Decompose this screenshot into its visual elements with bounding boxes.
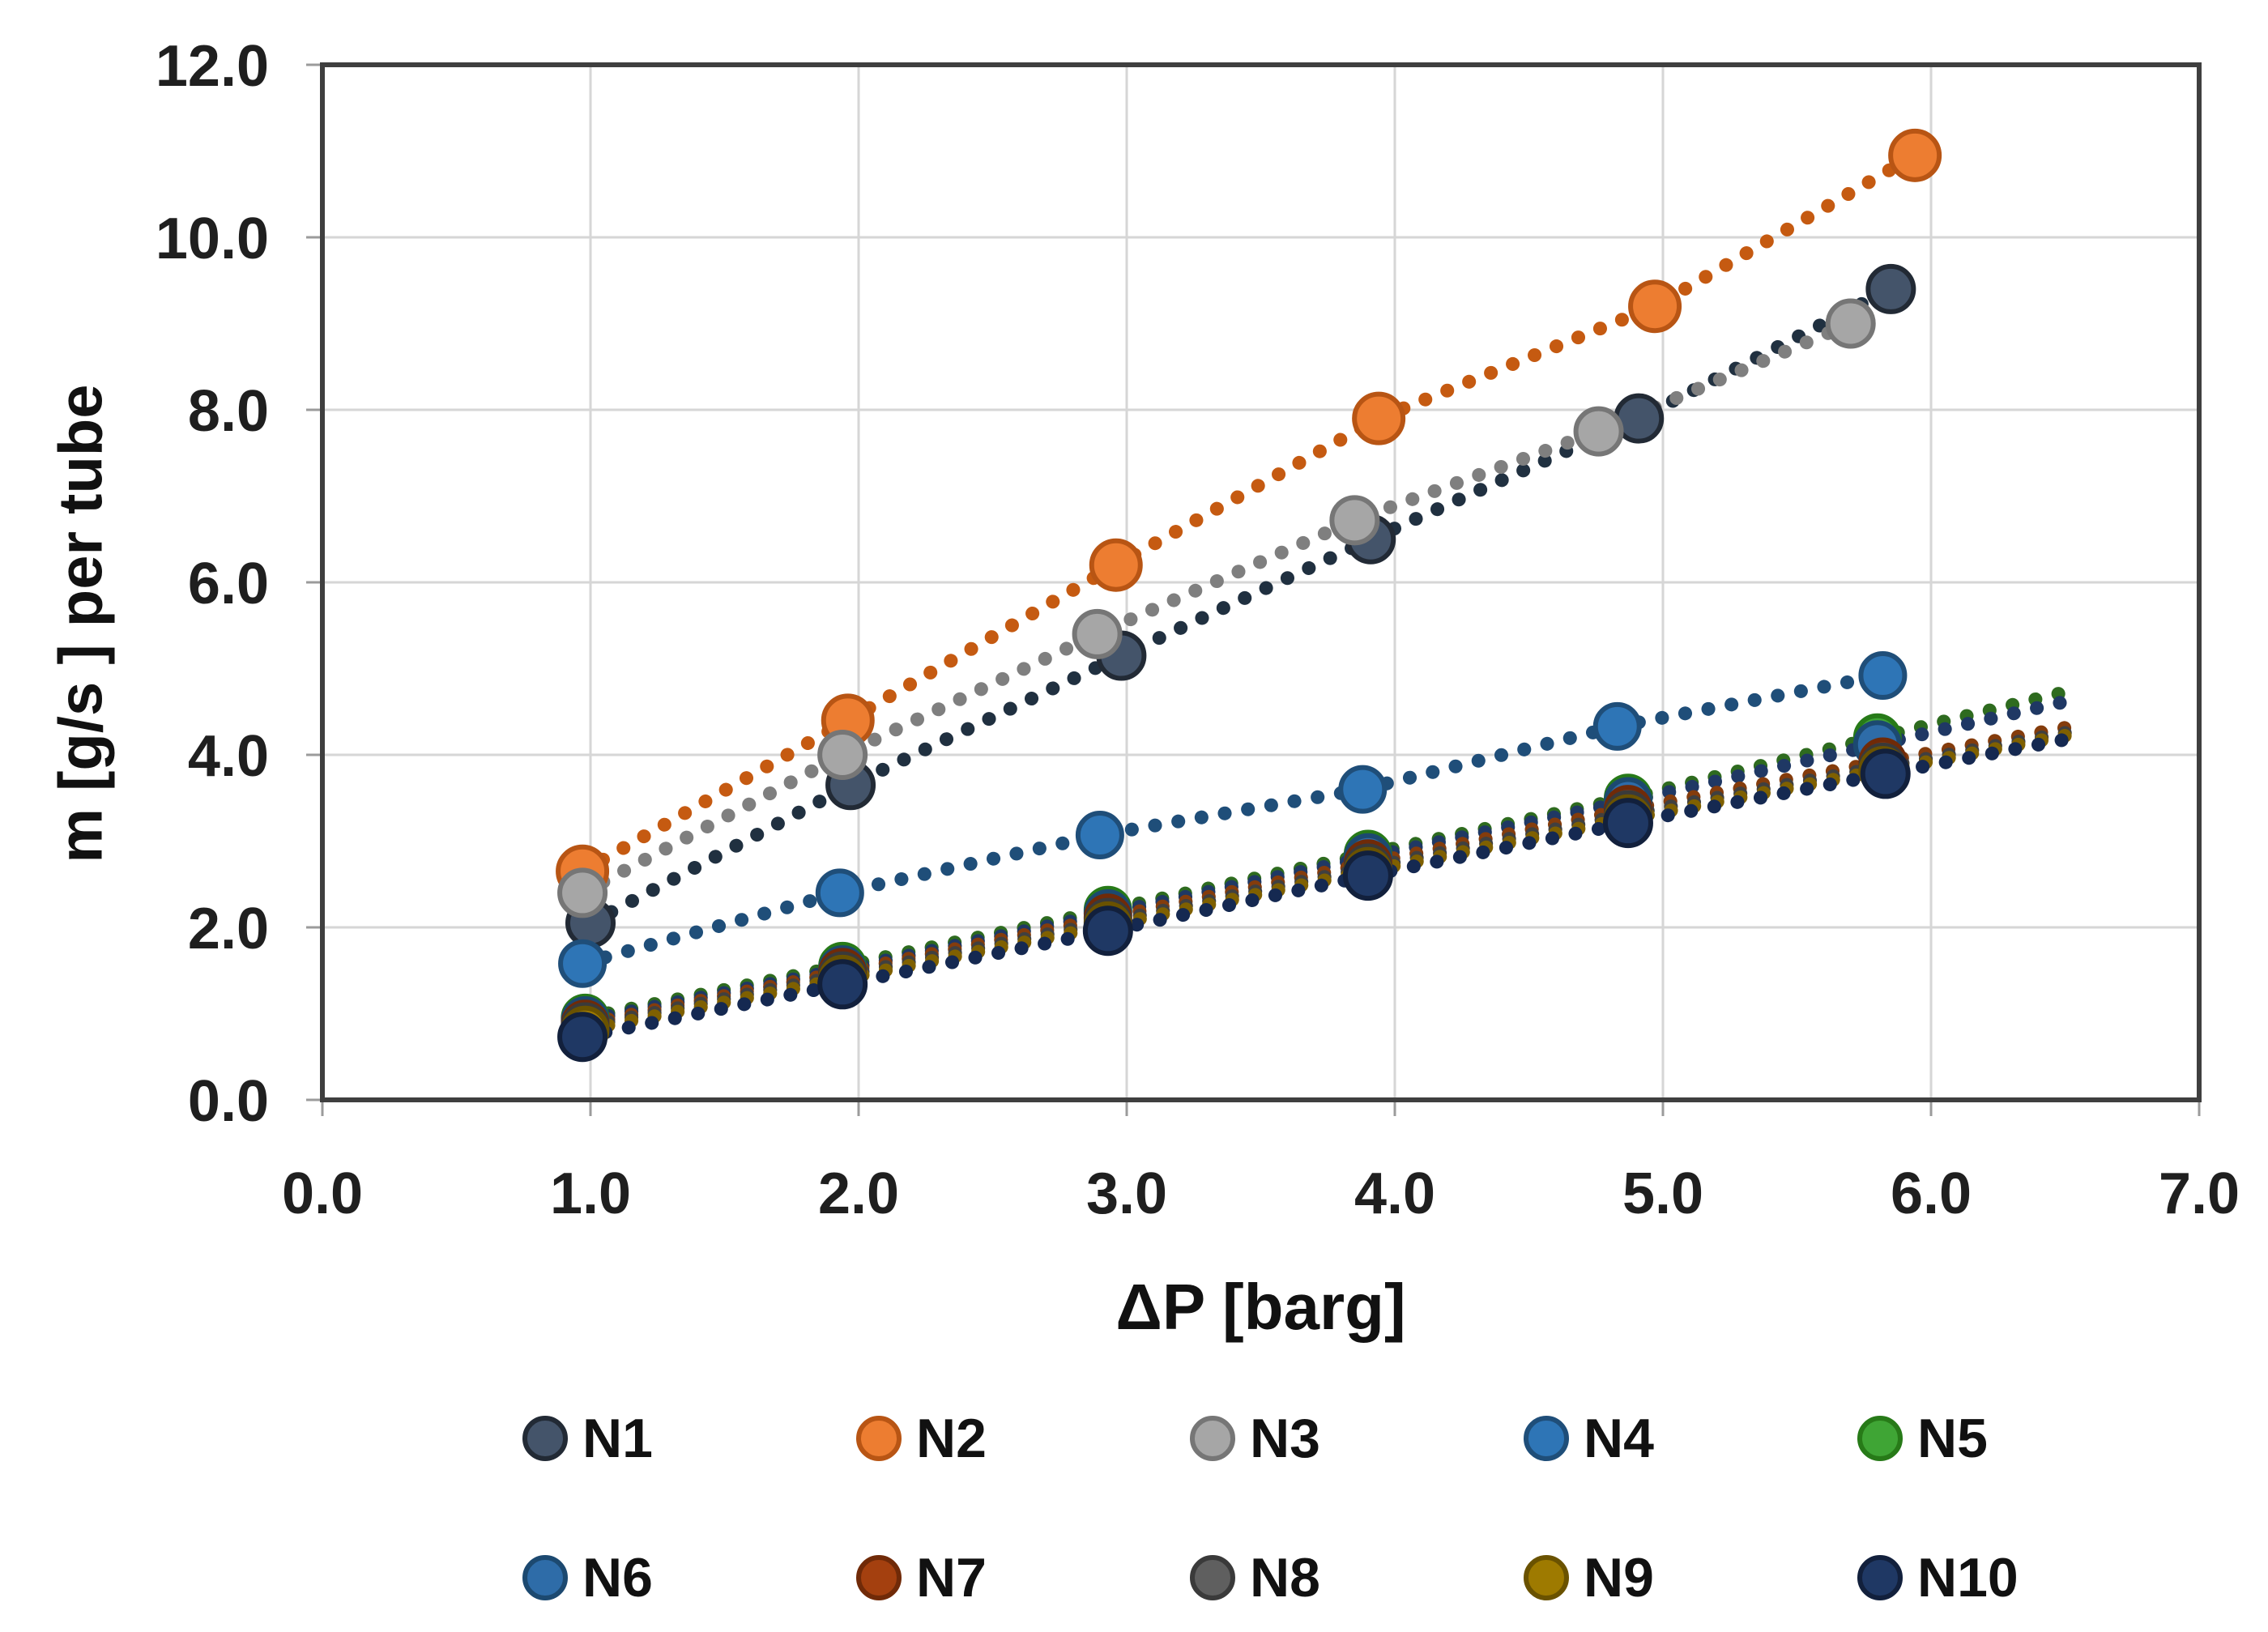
- data-point: [817, 959, 868, 1010]
- y-tick-label: 4.0: [188, 724, 269, 789]
- series-points-N2: [556, 128, 1942, 898]
- x-axis-title: ΔP [barg]: [1115, 1271, 1406, 1343]
- data-point: [1075, 811, 1124, 860]
- data-point: [557, 867, 608, 918]
- x-tick-label: 1.0: [550, 1161, 631, 1226]
- legend-item-N1: N1: [522, 1411, 856, 1466]
- y-tick-label: 2.0: [188, 897, 269, 961]
- data-point: [1825, 298, 1876, 349]
- legend-item-label: N2: [916, 1408, 987, 1469]
- series-trendline-N1: [583, 282, 1898, 931]
- x-tick-label: 3.0: [1086, 1161, 1167, 1226]
- data-point: [1089, 538, 1143, 592]
- legend-item-N9: N9: [1524, 1550, 1857, 1605]
- series-points-N3: [557, 298, 1876, 918]
- data-point: [1329, 495, 1380, 546]
- data-point: [1592, 701, 1642, 751]
- legend-item-N5: N5: [1857, 1411, 2191, 1466]
- data-point: [1860, 748, 1911, 799]
- legend-item-N4: N4: [1524, 1411, 1857, 1466]
- data-point: [1858, 651, 1908, 701]
- x-tick-label: 7.0: [2159, 1161, 2240, 1226]
- legend-marker-icon: [1857, 1555, 1903, 1600]
- series-trendline-N10: [575, 731, 2080, 1044]
- data-point: [1082, 905, 1133, 957]
- data-point: [1573, 406, 1624, 457]
- x-tick-label: 5.0: [1622, 1161, 1703, 1226]
- data-point: [1338, 765, 1388, 814]
- legend-marker-icon: [1190, 1416, 1235, 1461]
- series-points-N10: [557, 748, 1911, 1063]
- legend-item-N3: N3: [1190, 1411, 1524, 1466]
- x-tick-label: 6.0: [1891, 1161, 1972, 1226]
- trendlines: [575, 148, 2080, 1044]
- gridlines: [322, 65, 2199, 1100]
- y-tick-label: 6.0: [188, 552, 269, 616]
- legend-marker-icon: [1524, 1416, 1569, 1461]
- data-point: [1342, 850, 1393, 901]
- x-tick-label: 0.0: [282, 1161, 363, 1226]
- legend-item-label: N8: [1250, 1547, 1320, 1609]
- legend-item-label: N6: [582, 1547, 653, 1609]
- legend-item-label: N9: [1584, 1547, 1654, 1609]
- series-trendline-N2: [575, 148, 1922, 879]
- plot-border: [320, 62, 2202, 1102]
- data-points: [556, 128, 1942, 1063]
- x-tick-label: 4.0: [1354, 1161, 1435, 1226]
- series-points-N1: [565, 263, 1916, 948]
- legend-item-label: N5: [1917, 1408, 1988, 1469]
- legend-item-N6: N6: [522, 1550, 856, 1605]
- y-tick-label: 10.0: [156, 207, 269, 271]
- legend-item-N2: N2: [856, 1411, 1190, 1466]
- data-point: [1602, 798, 1653, 849]
- tick-labels: 0.0 1.0 2.0 3.0 4.0 5.0 6.0 7.0 0.0 2.0 4.0 6.0 8.0 1…: [156, 34, 2240, 1226]
- legend-marker-icon: [856, 1416, 902, 1461]
- legend-marker-icon: [1524, 1555, 1569, 1600]
- data-point: [558, 939, 608, 988]
- data-point: [817, 730, 868, 780]
- data-point: [1628, 279, 1682, 334]
- legend: N1 N2 N3 N4 N5 N6 N7 N8 N9 N10: [522, 1411, 2191, 1605]
- legend-marker-icon: [522, 1555, 568, 1600]
- legend-marker-icon: [856, 1555, 902, 1600]
- y-tick-label: 12.0: [156, 34, 269, 99]
- legend-item-N8: N8: [1190, 1550, 1524, 1605]
- legend-item-label: N7: [916, 1547, 987, 1609]
- data-point: [557, 1012, 608, 1063]
- legend-item-N7: N7: [856, 1550, 1190, 1605]
- legend-item-label: N10: [1917, 1547, 2019, 1609]
- y-tick-label: 0.0: [188, 1069, 269, 1134]
- legend-item-label: N1: [582, 1408, 653, 1469]
- x-tick-label: 2.0: [818, 1161, 899, 1226]
- series-trendline-N4: [575, 668, 1890, 971]
- data-point: [1865, 263, 1916, 314]
- legend-item-N10: N10: [1857, 1550, 2191, 1605]
- data-point: [1352, 391, 1406, 445]
- series-points-N4: [558, 651, 1908, 988]
- legend-item-label: N4: [1584, 1408, 1654, 1469]
- legend-marker-icon: [522, 1416, 568, 1461]
- y-tick-label: 8.0: [188, 379, 269, 444]
- legend-marker-icon: [1190, 1555, 1235, 1600]
- y-axis-title: m [g/s ] per tube: [46, 384, 116, 863]
- legend-marker-icon: [1857, 1416, 1903, 1461]
- axis-ticks: [306, 63, 2201, 1116]
- legend-item-label: N3: [1250, 1408, 1320, 1469]
- data-point: [1072, 608, 1123, 659]
- data-point: [1888, 128, 1942, 182]
- data-point: [815, 868, 864, 918]
